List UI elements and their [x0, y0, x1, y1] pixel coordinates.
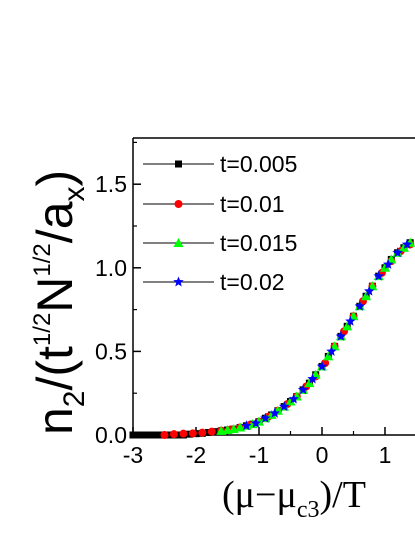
data-point [154, 431, 162, 439]
data-points [129, 237, 415, 439]
data-point [392, 247, 403, 258]
legend-label: t=0.01 [220, 191, 285, 217]
data-point [398, 242, 409, 252]
data-point [288, 393, 299, 404]
x-axis-label: (μ−μc3)/T [222, 474, 366, 523]
data-point [129, 431, 137, 439]
x-tick-label: -1 [249, 442, 269, 468]
data-point [323, 351, 334, 361]
legend-marker [174, 200, 183, 208]
data-point [278, 401, 290, 412]
data-point [373, 270, 384, 281]
axis-ticks: -3 -2 -1 0 1 0.0 0.5 1.0 1.5 [95, 141, 392, 468]
data-point [382, 258, 394, 269]
y-tick-label: 0.5 [95, 338, 127, 364]
x-tick-label: -3 [123, 442, 143, 468]
y-axis-label: n2/(t1/2N1/2/ax) [27, 170, 91, 435]
data-point [250, 417, 262, 428]
legend-label: t=0.02 [220, 269, 285, 295]
legend-marker [175, 160, 182, 168]
x-tick-label: 0 [316, 442, 329, 468]
data-point [148, 431, 156, 439]
data-point [401, 238, 413, 249]
legend-marker [173, 276, 184, 287]
data-point [297, 384, 309, 395]
data-point [316, 360, 328, 371]
x-tick-label: 1 [379, 442, 392, 468]
data-point [142, 431, 150, 439]
data-point [326, 345, 337, 356]
y-tick-label: 1.0 [95, 255, 127, 281]
data-point [241, 420, 252, 431]
data-point [285, 396, 296, 406]
data-point [207, 427, 216, 436]
data-point [335, 330, 347, 341]
data-point [169, 430, 178, 439]
legend-label: t=0.015 [220, 230, 297, 256]
data-point [269, 407, 280, 418]
x-tick-label: -2 [186, 442, 206, 468]
data-point [160, 431, 169, 439]
data-point [354, 300, 366, 311]
data-point [361, 291, 372, 301]
data-point [135, 431, 143, 439]
data-point [304, 378, 315, 388]
data-point [179, 429, 188, 438]
data-point [380, 262, 390, 272]
legend-marker [173, 238, 184, 247]
y-tick-label: 0.0 [95, 422, 127, 448]
legend-label: t=0.005 [220, 151, 297, 177]
data-point [342, 321, 353, 331]
legend: t=0.005 t=0.01 t=0.015 t=0.02 [143, 151, 297, 295]
data-point [188, 429, 197, 438]
data-point [307, 373, 318, 384]
data-point [198, 428, 207, 437]
data-point [345, 315, 356, 326]
data-point [260, 412, 271, 423]
y-tick-label: 1.5 [95, 171, 127, 197]
data-point [364, 285, 375, 296]
